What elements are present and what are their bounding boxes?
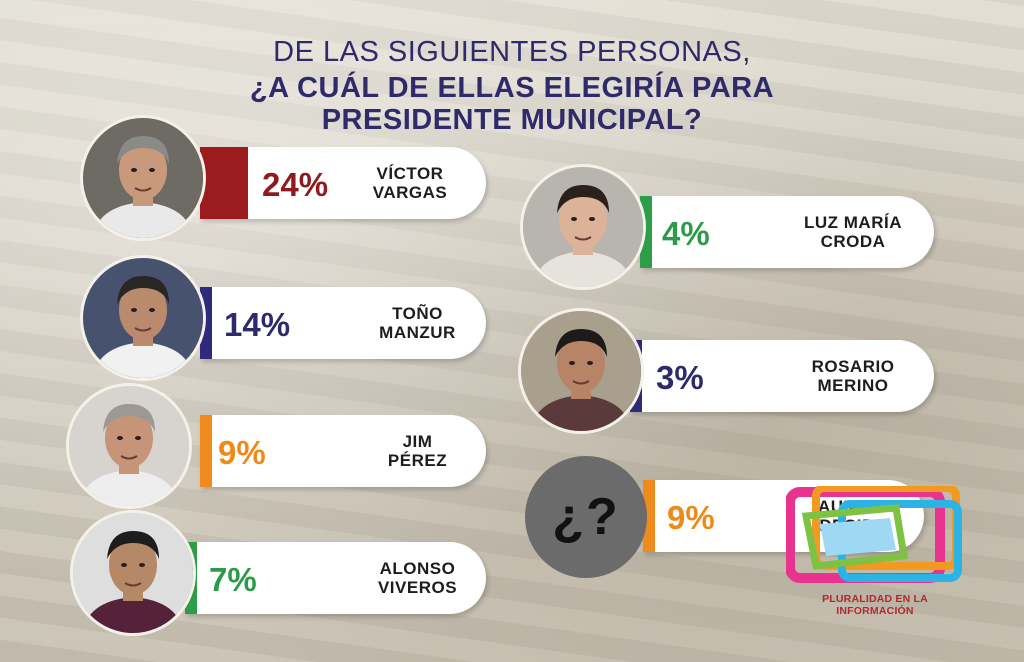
candidate-name: ALONSO VIVEROS <box>360 559 475 597</box>
candidate-name: TOÑO MANZUR <box>360 304 475 342</box>
candidate-name-line1: ALONSO <box>379 559 456 578</box>
candidate-name-line1: VÍCTOR <box>376 164 444 183</box>
title-line-3: PRESIDENTE MUNICIPAL? <box>321 104 703 136</box>
candidate-name-line2: VARGAS <box>372 183 448 202</box>
undecided-question-icon: ¿? <box>525 456 647 578</box>
candidate-name: LUZ MARÍA CRODA <box>788 213 918 251</box>
candidate-name-line2: VIVEROS <box>377 578 458 597</box>
percentage-label: 3% <box>656 359 704 396</box>
pluralidad-logo <box>785 484 966 586</box>
candidate-name-line2: PÉREZ <box>387 451 448 470</box>
bar-background: 7% ALONSO VIVEROS <box>185 542 486 614</box>
candidate-name: JIM PÉREZ <box>360 432 475 470</box>
candidate-name-line2: CRODA <box>820 232 886 251</box>
bar-accent <box>643 480 655 552</box>
poll-bar: 3% ROSARIO MERINO <box>630 340 934 414</box>
candidate-name-line2: MERINO <box>817 376 889 395</box>
title-line-2: ¿A CUÁL DE ELLAS ELEGIRÍA PARA <box>249 72 775 104</box>
poll-bar: 9% JIM PÉREZ <box>200 415 486 489</box>
bar-accent <box>200 415 212 487</box>
candidate-photo <box>520 164 646 290</box>
candidate-name: VÍCTOR VARGAS <box>350 164 470 202</box>
bar-background: 24% VÍCTOR VARGAS <box>200 147 486 219</box>
percentage-label: 14% <box>224 306 291 343</box>
percentage-label: 9% <box>667 499 715 536</box>
candidate-photo <box>80 115 206 241</box>
logo-text: PLURALIDAD EN LA INFORMACIÓN <box>822 593 928 617</box>
bar-background: 9% JIM PÉREZ <box>200 415 486 487</box>
percentage-label: 4% <box>662 215 710 252</box>
candidate-photo <box>66 383 192 509</box>
candidate-name: ROSARIO MERINO <box>788 357 918 395</box>
bar-background: 14% TOÑO MANZUR <box>200 287 486 359</box>
poll-bar: 14% TOÑO MANZUR <box>200 287 486 361</box>
poll-bar: 24% VÍCTOR VARGAS <box>200 147 486 221</box>
logo-mark-icon <box>785 484 962 583</box>
candidate-photo <box>70 510 196 636</box>
bar-background: 4% LUZ MARÍA CRODA <box>640 196 934 268</box>
candidate-name-line1: TOÑO <box>392 304 443 323</box>
candidate-name-line1: ROSARIO <box>811 357 895 376</box>
candidate-name-line1: JIM <box>402 432 433 451</box>
poll-bar: 7% ALONSO VIVEROS <box>185 542 486 616</box>
bar-background: 3% ROSARIO MERINO <box>630 340 934 412</box>
title-line-1: DE LAS SIGUIENTES PERSONAS, <box>273 36 751 68</box>
percentage-label: 9% <box>218 434 266 471</box>
percentage-label: 7% <box>209 561 257 598</box>
poll-bar: 4% LUZ MARÍA CRODA <box>640 196 934 270</box>
percentage-label: 24% <box>262 166 329 203</box>
bar-accent <box>200 147 248 219</box>
candidate-photo <box>518 308 644 434</box>
candidate-name-line1: LUZ MARÍA <box>804 213 902 232</box>
candidate-photo <box>80 255 206 381</box>
candidate-name-line2: MANZUR <box>379 323 456 342</box>
